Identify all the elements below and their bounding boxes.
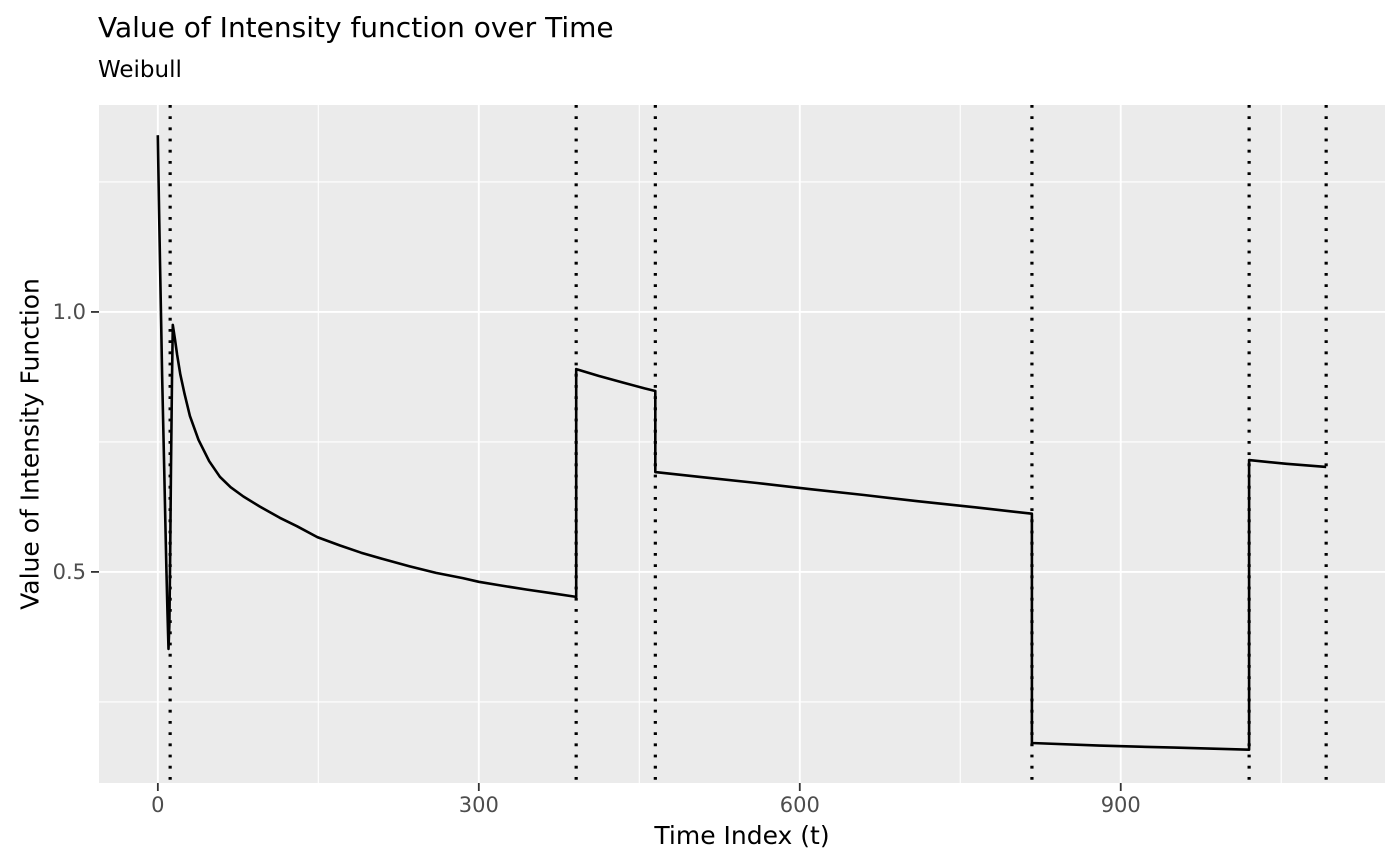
x-tick-label: 600 xyxy=(780,793,820,817)
x-tick-label: 0 xyxy=(151,793,164,817)
x-axis-title: Time Index (t) xyxy=(654,821,830,850)
x-tick-label: 300 xyxy=(459,793,499,817)
intensity-line xyxy=(156,135,1327,751)
chart-subtitle: Weibull xyxy=(98,57,182,83)
panel-background xyxy=(99,105,1385,783)
y-tick-label: 1.0 xyxy=(53,300,86,324)
y-axis-title: Value of Intensity Function xyxy=(15,278,45,610)
x-tick-label: 900 xyxy=(1101,793,1141,817)
y-tick-label: 0.5 xyxy=(53,560,86,584)
chart-title: Value of Intensity function over Time xyxy=(98,11,614,44)
